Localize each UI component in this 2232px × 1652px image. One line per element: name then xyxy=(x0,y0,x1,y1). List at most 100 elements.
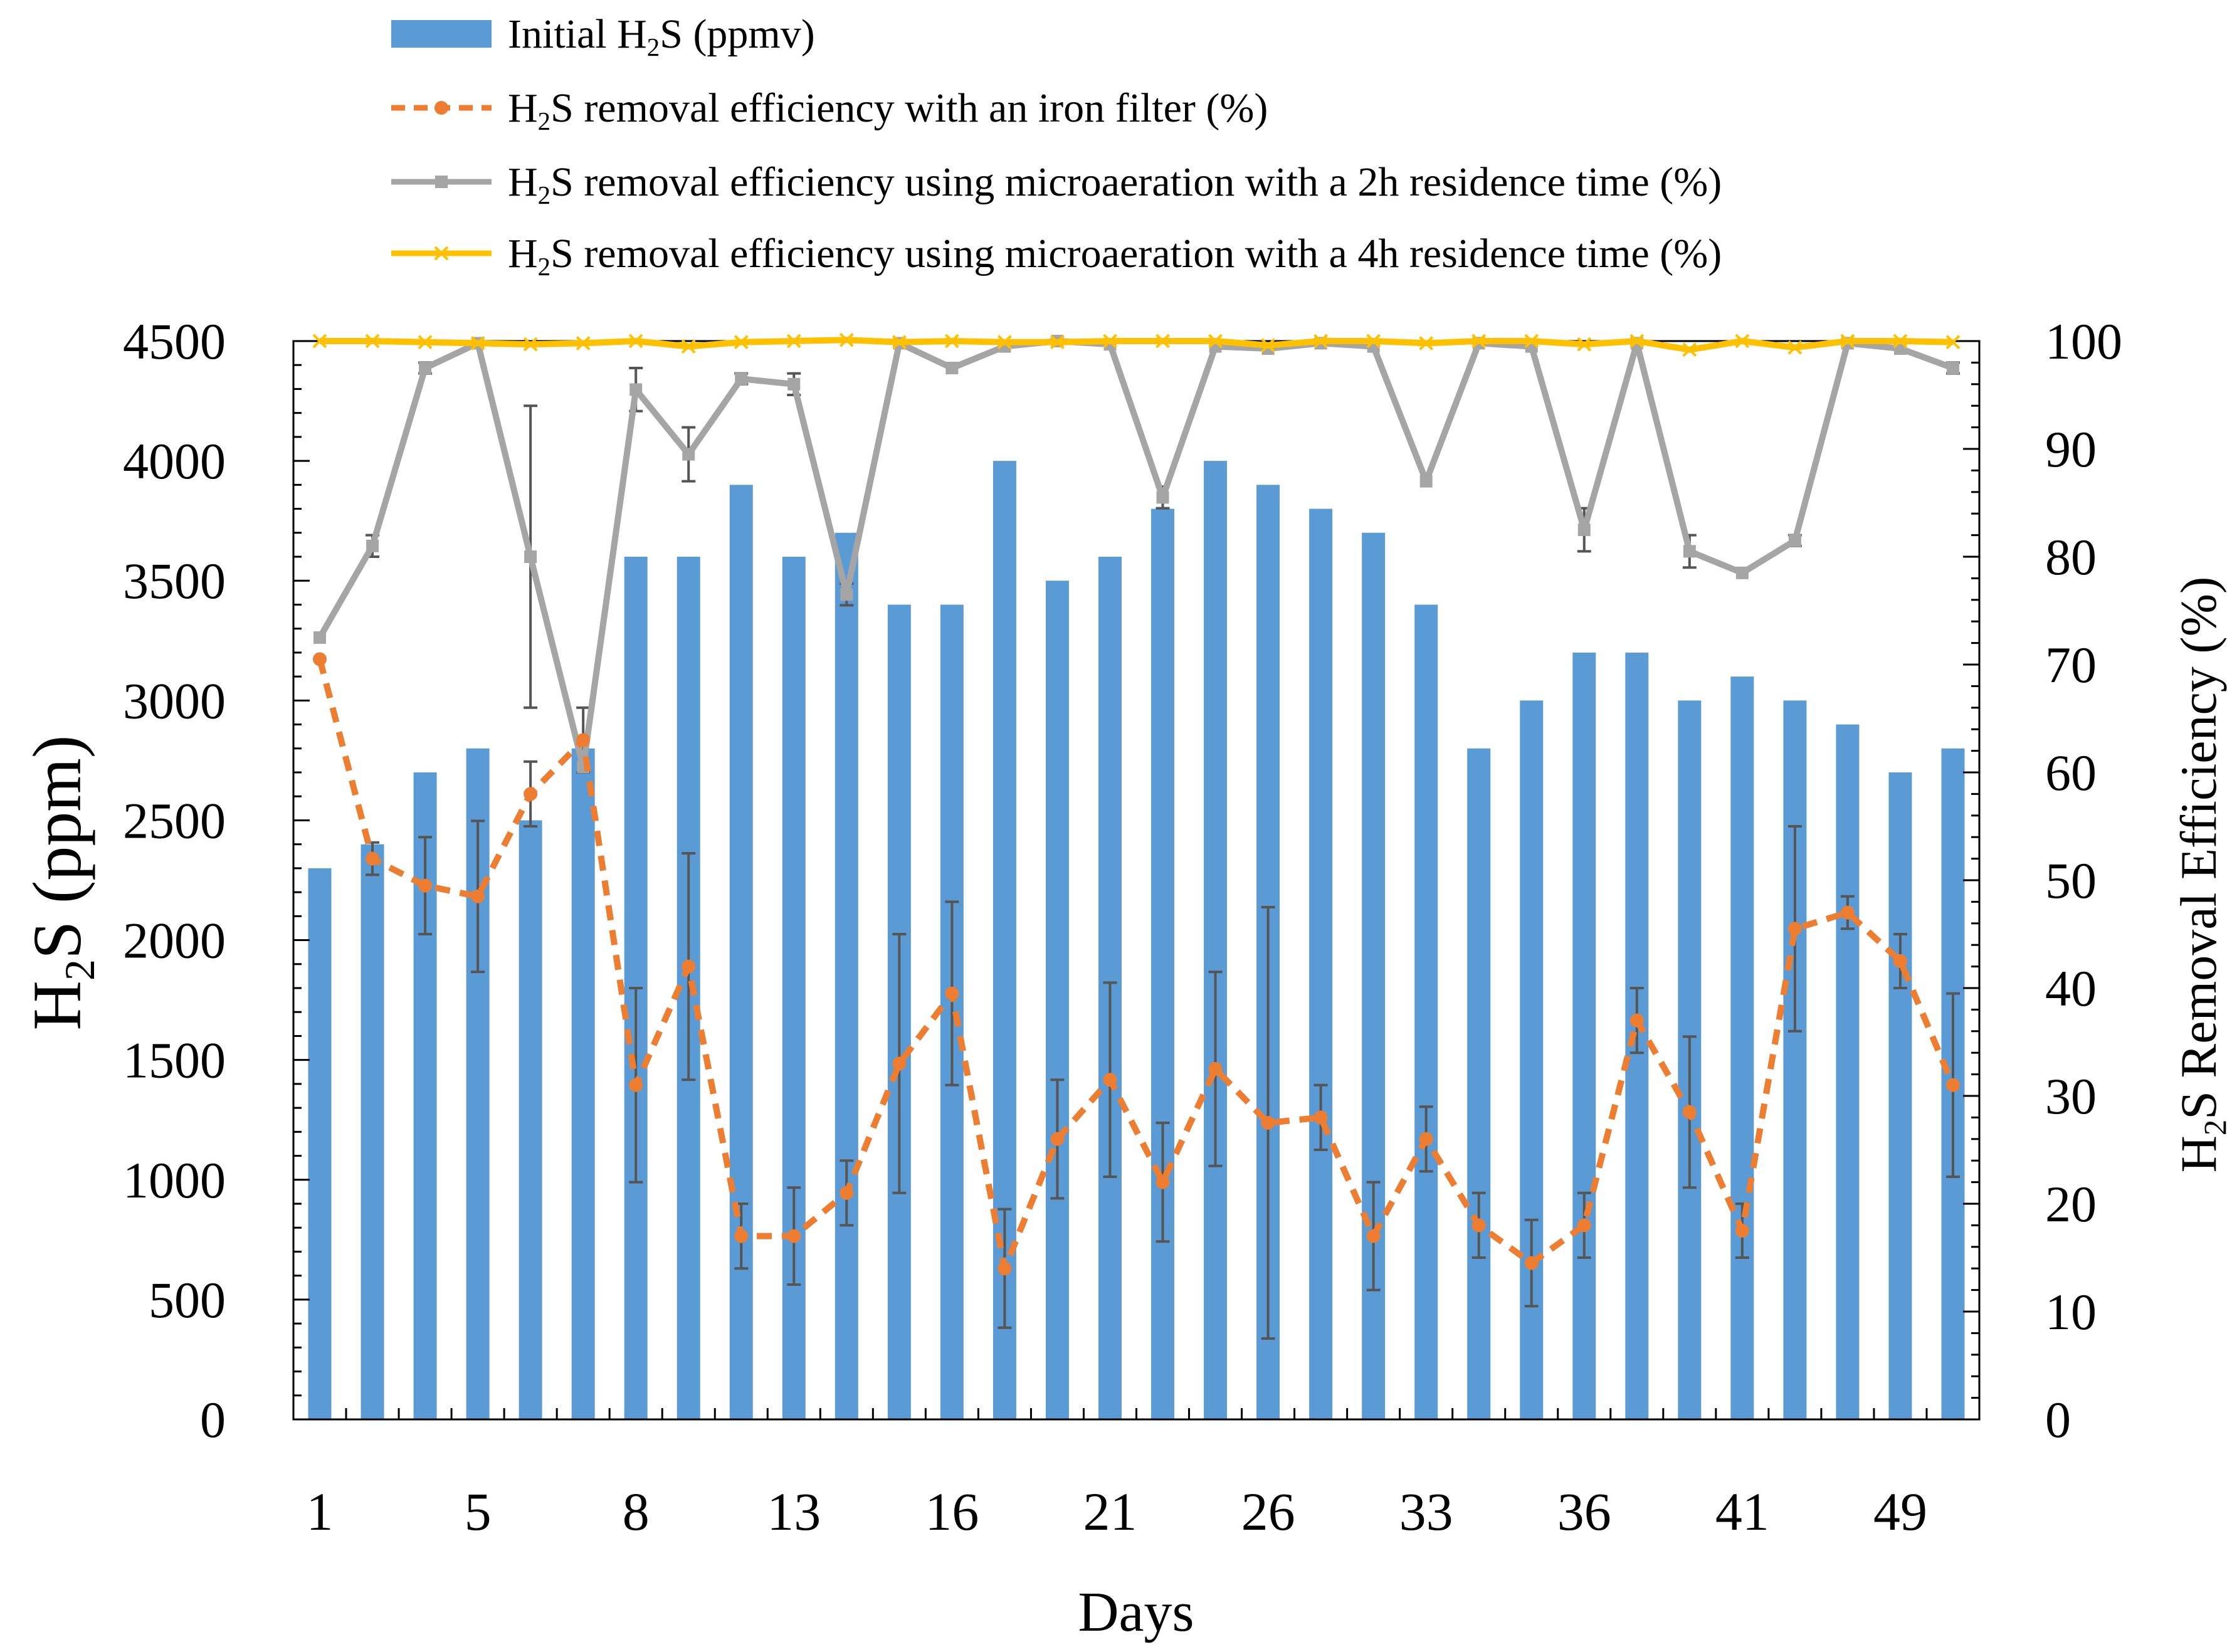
legend-label: H2S removal efficiency with an iron filt… xyxy=(508,85,1268,135)
point-25 xyxy=(1629,334,1645,349)
point-19 xyxy=(1313,334,1329,349)
point-10 xyxy=(840,1186,854,1200)
point-1 xyxy=(366,851,380,866)
right-tick-label: 90 xyxy=(2045,421,2097,478)
bar-14 xyxy=(1045,581,1069,1420)
left-tick-label: 4500 xyxy=(123,313,226,370)
bar-4 xyxy=(519,820,542,1419)
right-tick-label: 70 xyxy=(2045,636,2097,693)
series-line xyxy=(317,658,1956,1272)
point-22 xyxy=(1471,334,1487,349)
point-20 xyxy=(1366,334,1381,349)
point-14 xyxy=(1050,1132,1065,1146)
point-31 xyxy=(1946,362,1959,374)
bar-series-initial-h2s xyxy=(308,461,1965,1420)
point-2 xyxy=(419,362,432,374)
point-13 xyxy=(998,335,1012,350)
x-tick-label: 33 xyxy=(1399,1481,1453,1542)
left-axis-title: H2S (ppm) xyxy=(19,735,103,1030)
point-15 xyxy=(1103,334,1117,349)
legend-marker xyxy=(434,246,449,261)
plot-frame xyxy=(292,340,1981,1421)
legend: Initial H2S (ppmv) H2S removal efficiency… xyxy=(391,11,1722,281)
legend-label: H2S removal efficiency using microaerati… xyxy=(508,231,1722,281)
point-13 xyxy=(998,1261,1012,1276)
bar-19 xyxy=(1309,508,1333,1419)
point-12 xyxy=(945,986,959,1001)
point-21 xyxy=(1419,1132,1433,1146)
point-18 xyxy=(1261,1116,1275,1130)
point-6 xyxy=(628,334,643,349)
right-tick-label: 100 xyxy=(2045,313,2122,370)
right-tick-label: 80 xyxy=(2045,529,2097,586)
bar-10 xyxy=(834,532,858,1419)
right-tick-label: 10 xyxy=(2045,1283,2097,1340)
left-tick-label: 2000 xyxy=(123,912,226,969)
point-4 xyxy=(523,337,538,352)
point-11 xyxy=(892,1056,907,1071)
x-tick-label: 16 xyxy=(925,1481,979,1542)
series-microaeration-2h xyxy=(313,335,1959,774)
point-11 xyxy=(892,335,907,350)
bar-9 xyxy=(782,557,806,1419)
left-tick-label: 1500 xyxy=(123,1032,226,1089)
bar-1 xyxy=(361,844,384,1419)
point-26 xyxy=(1683,545,1696,558)
x-tick-label: 8 xyxy=(623,1481,650,1542)
legend-marker xyxy=(434,101,448,115)
right-tick-label: 50 xyxy=(2045,852,2097,909)
point-4 xyxy=(524,550,537,563)
point-30 xyxy=(1893,334,1908,349)
point-19 xyxy=(1313,1110,1328,1125)
point-14 xyxy=(1050,335,1065,350)
point-25 xyxy=(1629,1013,1644,1028)
point-0 xyxy=(313,652,327,666)
right-tick-label: 60 xyxy=(2045,744,2097,801)
legend-label: H2S removal efficiency using microaerati… xyxy=(508,159,1722,209)
legend-item-3: H2S removal efficiency using microaerati… xyxy=(391,231,1722,281)
point-28 xyxy=(1788,534,1801,547)
axis-labels: 0 500 1000 1500 2000 2500 3000 3500 4000 4500 0 10 2… xyxy=(19,313,2232,1643)
series-line xyxy=(320,337,1954,353)
point-8 xyxy=(735,372,748,386)
point-16 xyxy=(1156,491,1169,504)
point-27 xyxy=(1735,334,1750,349)
legend-swatch xyxy=(391,20,492,48)
point-9 xyxy=(787,377,801,391)
point-29 xyxy=(1840,905,1855,920)
point-10 xyxy=(839,332,854,347)
axis-ticks xyxy=(293,340,1979,1421)
legend-item-2: H2S removal efficiency using microaerati… xyxy=(391,159,1722,209)
point-1 xyxy=(366,539,379,552)
point-15 xyxy=(1103,1073,1117,1087)
bar-24 xyxy=(1572,652,1596,1419)
point-28 xyxy=(1787,340,1803,355)
left-tick-label: 3500 xyxy=(123,552,226,609)
plot-border xyxy=(292,340,1981,1421)
point-3 xyxy=(470,336,485,350)
left-tick-label: 2500 xyxy=(123,792,226,849)
bar-30 xyxy=(1888,772,1912,1419)
point-9 xyxy=(786,334,801,349)
point-22 xyxy=(1471,1218,1486,1233)
legend-marker xyxy=(435,176,448,188)
right-tick-label: 0 xyxy=(2045,1391,2071,1448)
point-9 xyxy=(787,1229,801,1243)
point-8 xyxy=(734,1229,749,1243)
x-tick-label: 49 xyxy=(1873,1481,1927,1542)
left-tick-label: 4000 xyxy=(123,433,226,490)
right-tick-label: 30 xyxy=(2045,1068,2097,1125)
bar-16 xyxy=(1151,508,1175,1419)
point-31 xyxy=(1945,1078,1960,1092)
bar-8 xyxy=(729,485,753,1420)
right-tick-label: 20 xyxy=(2045,1176,2097,1233)
legend-item-0: Initial H2S (ppmv) xyxy=(391,11,815,61)
point-26 xyxy=(1682,342,1697,357)
bar-28 xyxy=(1783,700,1807,1419)
bar-0 xyxy=(308,868,332,1419)
right-axis-title: H2S Removal Efficiency (%) xyxy=(2170,577,2232,1173)
point-10 xyxy=(840,588,853,601)
point-0 xyxy=(313,631,327,644)
x-tick-label: 5 xyxy=(465,1481,492,1542)
point-12 xyxy=(944,334,959,349)
